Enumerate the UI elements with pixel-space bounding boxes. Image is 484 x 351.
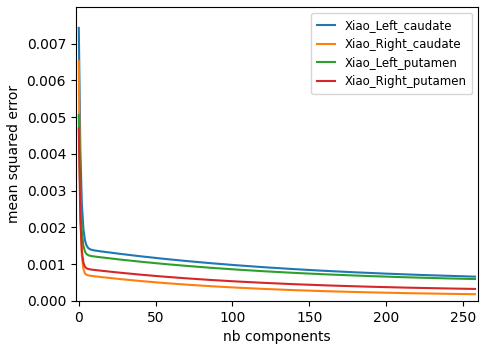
Xiao_Left_caudate [464,274,469,278]
Xiao_Left_putamen [76,113,81,117]
Xiao_Left_caudate [261,265,267,269]
Line: Xiao_Left_putamen: Xiao_Left_putamen [78,115,474,279]
Y-axis label: mean squared error: mean squared error [7,85,21,223]
Xiao_Right_caudate [464,292,469,296]
Xiao_Right_putamen [108,270,114,274]
Xiao_Right_putamen [76,126,81,131]
Line: Xiao_Left_caudate: Xiao_Left_caudate [78,28,474,277]
Xiao_Left_caudate [108,251,114,255]
Xiao_Right_putamen [148,273,153,278]
Legend: Xiao_Left_caudate, Xiao_Right_caudate, Xiao_Left_putamen, Xiao_Right_putamen: Xiao_Left_caudate, Xiao_Right_caudate, X… [311,13,471,94]
Xiao_Left_caudate [76,26,81,30]
Xiao_Left_putamen [261,269,267,273]
Xiao_Left_putamen [471,277,477,281]
Xiao_Left_caudate [148,255,153,259]
Xiao_Right_caudate [140,279,146,283]
Line: Xiao_Right_caudate: Xiao_Right_caudate [78,61,474,294]
Xiao_Right_putamen [471,287,477,291]
Xiao_Left_putamen [464,277,469,281]
Xiao_Right_caudate [148,280,153,284]
Xiao_Right_putamen [261,281,267,285]
Xiao_Left_putamen [148,261,153,265]
Xiao_Left_putamen [418,276,424,280]
Xiao_Left_caudate [418,273,424,277]
Xiao_Right_putamen [418,286,424,290]
Xiao_Right_caudate [108,276,114,280]
Xiao_Right_caudate [471,292,477,296]
Xiao_Left_caudate [471,274,477,279]
Xiao_Left_caudate [140,254,146,259]
Xiao_Left_putamen [140,260,146,264]
Xiao_Right_putamen [464,287,469,291]
Xiao_Right_putamen [140,273,146,277]
Line: Xiao_Right_putamen: Xiao_Right_putamen [78,128,474,289]
X-axis label: nb components: nb components [223,330,330,344]
Xiao_Right_caudate [418,291,424,296]
Xiao_Right_caudate [76,59,81,64]
Xiao_Right_caudate [261,287,267,291]
Xiao_Left_putamen [108,257,114,261]
